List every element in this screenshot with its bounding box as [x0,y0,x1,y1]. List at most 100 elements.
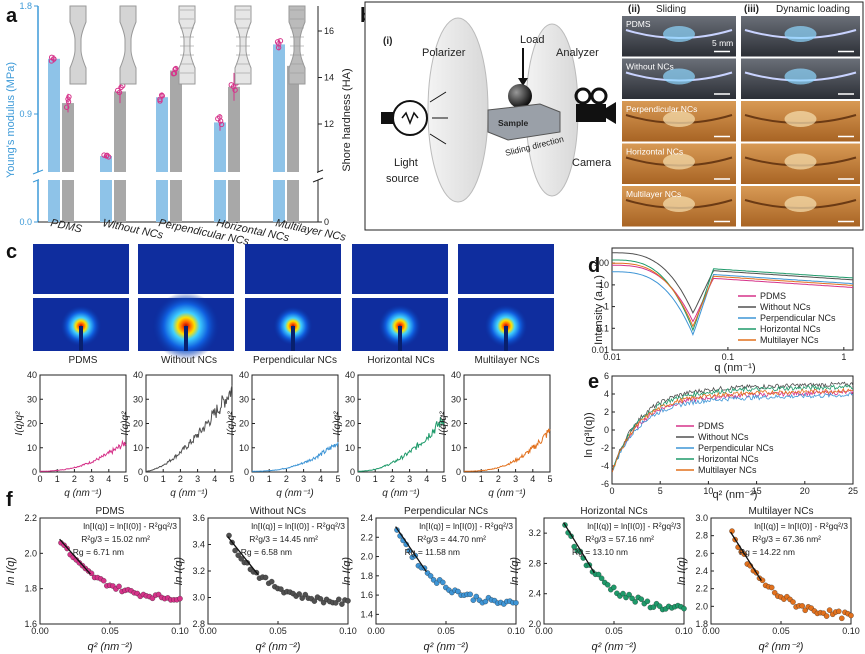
f-data-point [470,597,477,603]
f-fit-line [563,522,595,574]
f-data-point [729,528,735,534]
e-xlabel: q² (nm⁻²) [713,489,758,501]
data-point [230,84,237,90]
c-xtick-label: 1 [161,474,166,484]
specimen-shape [119,5,137,85]
c-xtick-label: 4 [318,474,323,484]
c-ytick-label: 10 [239,443,249,453]
d-xtick-label: 0.1 [722,352,735,362]
f-data-point [611,584,617,591]
a-y2tick-label: 12 [324,119,334,129]
light-ray-3 [429,133,447,145]
label-polarizer: Polarizer [422,47,466,59]
f-ytick-label: 2.4 [360,513,373,523]
f-plot-title: Horizontal NCs [580,506,647,517]
e-legend-label: Multilayer NCs [698,465,757,475]
f-data-point [336,596,342,603]
f-data-point [299,595,305,601]
f-plot-title: PDMS [96,506,125,517]
f-ytick-label: 3.0 [192,593,205,603]
f-ytick-label: 3.6 [192,513,205,523]
data-point [274,39,281,45]
bar-shore-hardness [62,103,74,222]
f-xlabel: q² (nm⁻²) [592,641,637,653]
saxs-patterns [33,244,554,360]
f-ytick-label: 2.4 [695,566,708,576]
d-ytick-label: 100 [594,258,609,268]
c-ytick-label: 40 [239,370,249,380]
f-rg: Rg = 13.10 nm [572,547,628,557]
f-data-point [848,612,854,619]
f-data-point [232,547,238,554]
f-rg: Rg = 14.22 nm [739,547,795,557]
c-xtick-label: 2 [72,474,77,484]
a-y2tick-label: 14 [324,73,334,83]
e-xtick-label: 20 [800,486,810,496]
f-equation: ln[I(q)] = ln[I(0)] - R²gq²/3 [754,521,848,531]
d-ytick-label: 1 [604,302,609,312]
f-data-point [759,577,766,584]
f-data-point [598,575,605,582]
f-ytick-label: 1.6 [360,590,373,600]
f-data-point [790,599,796,605]
data-point [101,152,107,158]
c-ytick-label: 10 [451,443,461,453]
f-data-point [571,543,577,550]
f-ytick-label: 2.2 [24,513,37,523]
f-ytick-label: 2.2 [695,584,708,594]
f-data-point [802,607,808,614]
f-data-point [681,605,687,612]
f-data-point [513,600,519,606]
f-xlabel: q² (nm⁻²) [88,641,133,653]
c-ytick-label: 0 [350,467,355,477]
f-data-point [317,596,324,602]
c-ylabel: I(q)q² [120,411,131,436]
f-ytick-label: 3.4 [192,540,205,550]
photo-highlight [784,68,817,85]
f-equation: ln[I(q)] = ln[I(0)] - R²gq²/3 [251,521,345,531]
data-point [277,38,284,44]
f-xlabel: q² (nm⁻²) [759,641,804,653]
c-ytick-label: 20 [451,419,461,429]
f-xtick-label: 0.00 [31,626,49,636]
f-ytick-label: 2.8 [528,558,541,568]
a-ytick-label: 0.0 [19,217,32,227]
b-header-sliding: Sliding [656,4,686,15]
a-ylabel: Young's modulus (MPa) [5,62,17,178]
f-rg2: R²g/3 = 15.02 nm² [81,534,150,544]
c-ytick-label: 0 [244,467,249,477]
d-legend-label: Perpendicular NCs [760,313,836,323]
f-ylabel: ln I(q) [676,557,688,585]
f-ytick-label: 2.8 [192,619,205,629]
f-ytick-label: 1.6 [24,619,37,629]
f-ytick-label: 3.2 [192,566,205,576]
f-xtick-label: 0.10 [675,626,693,636]
c-xtick-label: 5 [229,474,234,484]
c-xtick-label: 1 [479,474,484,484]
c-ytick-label: 0 [138,467,143,477]
f-data-point [235,552,241,559]
c-ytick-label: 40 [27,370,37,380]
beamstop [398,326,402,351]
bar-shore-hardness [114,91,126,222]
light-bulb-icon [381,100,428,136]
load-ball [508,84,532,108]
photo-highlight [663,153,695,170]
c-ylabel: I(q)q² [438,411,449,436]
sample-block [487,103,561,141]
saxs-blank [458,244,554,294]
f-data-point [638,596,645,602]
f-ytick-label: 3.2 [528,528,541,538]
c-xtick-label: 3 [513,474,518,484]
e-ytick-label: -4 [601,461,609,471]
b-sub-iii: (iii) [744,4,759,15]
c-xtick-label: 3 [407,474,412,484]
f-data-point [467,591,473,598]
bar-youngs-modulus [273,44,285,223]
label-light: Light [394,157,418,169]
c-ytick-label: 40 [345,370,355,380]
c-plot-title: Perpendicular NCs [253,355,337,366]
polarizer-disk [427,17,489,203]
bar-shore-hardness [170,70,182,223]
